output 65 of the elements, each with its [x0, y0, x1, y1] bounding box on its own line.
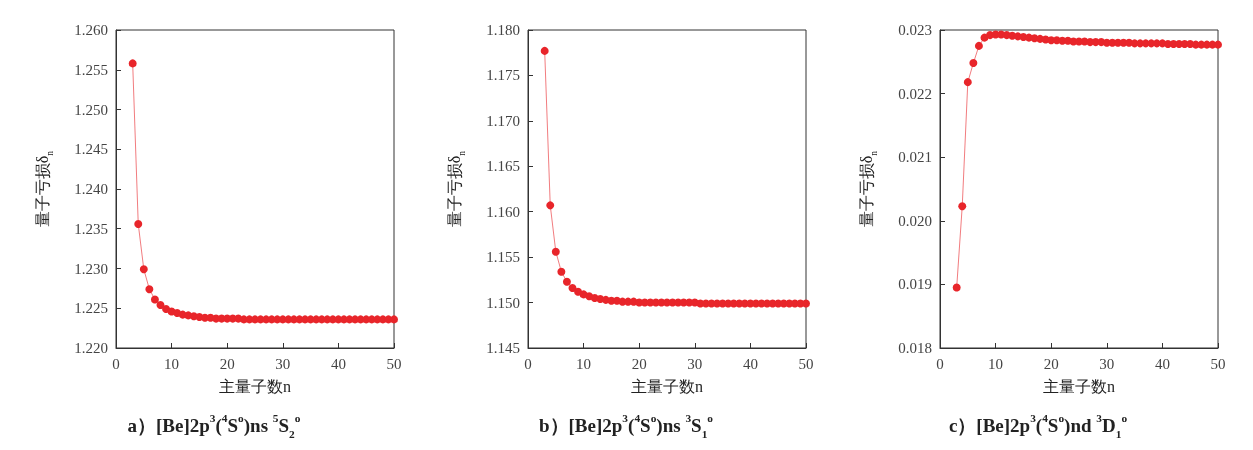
y-axis-title: 量子亏损δn [857, 150, 879, 228]
y-tick-label: 1.235 [74, 220, 108, 237]
x-tick-label: 20 [1043, 355, 1059, 372]
y-tick-label: 1.165 [486, 158, 520, 175]
point [963, 78, 972, 87]
y-tick-label: 1.180 [486, 22, 520, 38]
x-tick-label: 20 [631, 355, 647, 372]
point [540, 46, 549, 55]
x-tick-label: 10 [164, 355, 180, 372]
point [139, 265, 148, 274]
point [562, 277, 571, 286]
point [969, 59, 978, 68]
y-tick-label: 0.023 [898, 22, 932, 38]
y-tick-label: 1.225 [74, 300, 108, 317]
y-tick-label: 1.150 [486, 294, 520, 311]
x-tick-label: 30 [1099, 355, 1115, 372]
y-axis-title: 量子亏损δn [445, 150, 467, 228]
y-axis-title: 量子亏损δn [33, 150, 55, 228]
point [958, 202, 967, 211]
x-tick-label: 50 [798, 355, 814, 372]
y-tick-label: 1.170 [486, 112, 520, 129]
point [551, 247, 560, 256]
x-tick-label: 30 [275, 355, 291, 372]
y-tick-label: 1.175 [486, 67, 520, 84]
y-tick-label: 1.220 [74, 340, 108, 356]
y-tick-label: 1.245 [74, 141, 108, 158]
x-tick-label: 40 [330, 355, 346, 372]
y-tick-label: 1.230 [74, 260, 108, 277]
y-tick-label: 1.160 [486, 203, 520, 220]
x-axis-title: 主量子数n [1043, 377, 1115, 395]
y-tick-label: 0.019 [898, 276, 932, 293]
point [546, 201, 555, 210]
point [150, 295, 159, 304]
y-tick-label: 1.260 [74, 22, 108, 38]
y-tick-label: 0.022 [898, 85, 932, 102]
y-tick-label: 0.020 [898, 212, 932, 229]
point [802, 299, 810, 308]
x-tick-label: 40 [742, 355, 758, 372]
point [390, 315, 398, 324]
y-tick-label: 1.145 [486, 340, 520, 356]
y-tick-label: 1.240 [74, 181, 108, 197]
x-axis-title: 主量子数n [631, 377, 703, 395]
x-tick-label: 40 [1154, 355, 1170, 372]
y-tick-label: 1.250 [74, 101, 108, 118]
y-tick-label: 0.018 [898, 340, 932, 356]
point [145, 285, 154, 294]
point [974, 41, 983, 50]
y-tick-label: 1.255 [74, 61, 108, 78]
x-tick-label: 50 [386, 355, 402, 372]
point [1214, 40, 1222, 49]
x-tick-label: 0 [112, 355, 120, 372]
x-tick-label: 50 [1210, 355, 1226, 372]
x-tick-label: 10 [576, 355, 592, 372]
y-tick-label: 0.021 [898, 149, 932, 166]
x-tick-label: 0 [936, 355, 944, 372]
point [557, 267, 566, 276]
point [952, 283, 961, 292]
x-tick-label: 20 [219, 355, 235, 372]
x-tick-label: 0 [524, 355, 532, 372]
x-tick-label: 30 [687, 355, 703, 372]
x-tick-label: 10 [988, 355, 1004, 372]
y-tick-label: 1.155 [486, 249, 520, 266]
point [134, 219, 143, 228]
x-axis-title: 主量子数n [219, 377, 291, 395]
point [128, 59, 137, 68]
